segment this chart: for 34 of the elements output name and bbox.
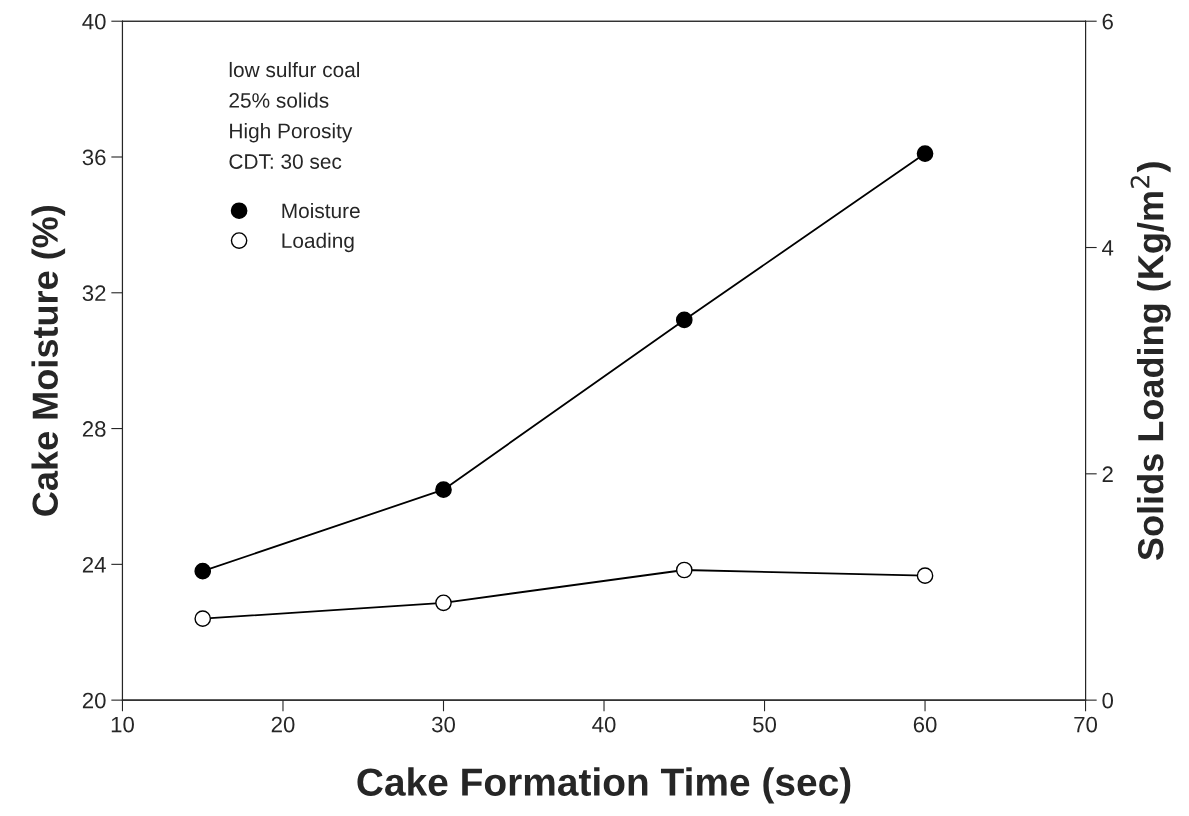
point — [435, 594, 452, 612]
point — [675, 311, 693, 329]
x-tick-label: 10 — [111, 716, 134, 733]
annotation: CDT: 30 sec — [229, 154, 342, 169]
point — [916, 145, 934, 162]
y-tick-label: 28 — [82, 421, 106, 437]
x-tick-label: 40 — [592, 716, 616, 733]
y-tick-label: 24 — [82, 556, 106, 573]
x-tick-label: 50 — [753, 716, 777, 733]
y-tick-label: 36 — [82, 149, 106, 166]
y2-axis-title: Solids Loading (Kg/m$^{2}$) — [1130, 162, 1171, 561]
y2-tick-label: 0 — [1102, 692, 1114, 709]
point — [194, 610, 212, 627]
x-tick-label: 20 — [271, 716, 295, 733]
point — [675, 561, 693, 579]
legend-label: Moisture — [282, 202, 360, 219]
point — [194, 562, 212, 580]
x-tick-label: 70 — [1074, 716, 1098, 733]
y2-tick-label: 4 — [1102, 240, 1114, 256]
y2-tick-label: 2 — [1102, 466, 1113, 482]
annotation: low sulfur coal — [229, 61, 360, 78]
y-tick-label: 40 — [82, 13, 106, 30]
y-axis-title: Cake Moisture (%) — [31, 205, 66, 516]
y-tick-label: 20 — [82, 692, 106, 709]
y2-tick-label: 6 — [1102, 13, 1113, 30]
x-tick-label: 60 — [913, 716, 937, 733]
y-tick-label: 32 — [82, 285, 106, 302]
legend-label: Loading — [282, 232, 354, 253]
annotation: 25% solids — [229, 92, 329, 108]
x-tick-label: 30 — [431, 716, 455, 733]
x-axis-title: Cake Formation Time (sec) — [357, 767, 851, 804]
point — [916, 567, 934, 584]
point — [435, 481, 452, 498]
annotation: High Porosity — [230, 123, 353, 143]
